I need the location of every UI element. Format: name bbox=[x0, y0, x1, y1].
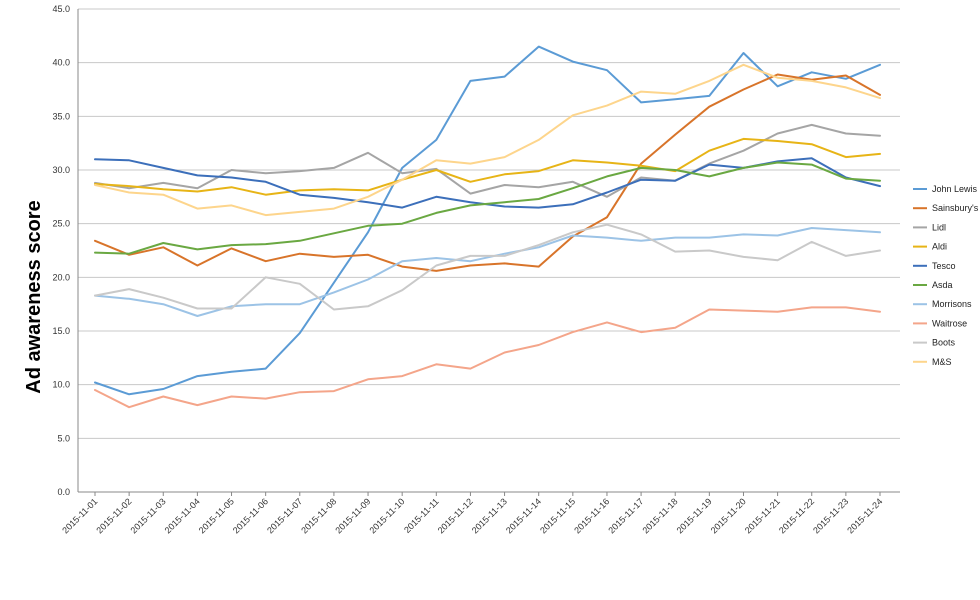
x-tick-label: 2015-11-04 bbox=[163, 496, 202, 535]
series-line-waitrose bbox=[94, 306, 881, 409]
y-tick-label: 10.0 bbox=[52, 380, 70, 390]
x-tick-label: 2015-11-03 bbox=[129, 496, 168, 535]
y-tick-label: 0.0 bbox=[57, 487, 70, 497]
x-tick-label: 2015-11-10 bbox=[367, 496, 406, 535]
x-tick-label: 2015-11-15 bbox=[538, 496, 577, 535]
legend-label-waitrose: Waitrose bbox=[932, 318, 967, 328]
y-tick-label: 35.0 bbox=[52, 111, 70, 121]
legend-label-tesco: Tesco bbox=[932, 261, 956, 271]
y-tick-label: 20.0 bbox=[52, 272, 70, 282]
y-tick-label: 25.0 bbox=[52, 219, 70, 229]
legend-label-lidl: Lidl bbox=[932, 222, 946, 232]
x-tick-label: 2015-11-17 bbox=[606, 496, 645, 535]
series-line-sainsbury-s bbox=[94, 73, 881, 272]
y-tick-label: 15.0 bbox=[52, 326, 70, 336]
y-axis-label: Ad awareness score bbox=[23, 200, 45, 393]
x-tick-label: 2015-11-24 bbox=[845, 496, 884, 535]
x-tick-label: 2015-11-11 bbox=[402, 496, 441, 535]
legend-label-boots: Boots bbox=[932, 338, 956, 348]
y-tick-label: 40.0 bbox=[52, 58, 70, 68]
series-line-asda bbox=[94, 161, 881, 255]
x-tick-label: 2015-11-05 bbox=[197, 496, 236, 535]
legend: John Lewis Sainsbury's Lidl Aldi Tesco Asda Mo… bbox=[913, 184, 979, 367]
legend-label-sainsbury-s: Sainsbury's bbox=[932, 203, 979, 213]
series-line-m-s bbox=[94, 63, 881, 217]
x-tick-label: 2015-11-14 bbox=[504, 496, 543, 535]
x-tick-label: 2015-11-07 bbox=[265, 496, 304, 535]
x-tick-label: 2015-11-01 bbox=[60, 496, 99, 535]
series-line-morrisons bbox=[94, 227, 881, 317]
x-tick-label: 2015-11-19 bbox=[675, 496, 714, 535]
x-tick-label: 2015-11-12 bbox=[436, 496, 475, 535]
x-tick-label: 2015-11-02 bbox=[94, 496, 133, 535]
x-tick-label: 2015-11-08 bbox=[299, 496, 338, 535]
legend-label-john-lewis: John Lewis bbox=[932, 184, 978, 194]
series-line-john-lewis bbox=[94, 45, 881, 396]
legend-label-asda: Asda bbox=[932, 280, 953, 290]
legend-label-aldi: Aldi bbox=[932, 242, 947, 252]
series-lines bbox=[94, 45, 881, 409]
y-tick-label: 5.0 bbox=[57, 433, 70, 443]
x-tick-label: 2015-11-18 bbox=[640, 496, 679, 535]
grid-lines bbox=[77, 8, 900, 493]
x-tick-label: 2015-11-23 bbox=[811, 496, 850, 535]
y-tick-label: 45.0 bbox=[52, 4, 70, 14]
x-tick-label: 2015-11-13 bbox=[470, 496, 509, 535]
x-tick-label: 2015-11-06 bbox=[231, 496, 270, 535]
y-axis-ticks: 0.0 5.0 10.0 15.0 20.0 25.0 30.0 35.0 40.0 45.0 bbox=[52, 4, 70, 497]
series-line-boots bbox=[94, 223, 881, 311]
legend-label-morrisons: Morrisons bbox=[932, 299, 972, 309]
x-tick-label: 2015-11-21 bbox=[743, 496, 782, 535]
y-tick-label: 30.0 bbox=[52, 165, 70, 175]
x-tick-label: 2015-11-22 bbox=[777, 496, 816, 535]
series-line-aldi bbox=[94, 137, 881, 196]
x-axis-ticks: 2015-11-012015-11-022015-11-032015-11-04… bbox=[60, 492, 884, 535]
x-tick-label: 2015-11-09 bbox=[333, 496, 372, 535]
x-tick-label: 2015-11-20 bbox=[709, 496, 748, 535]
legend-label-m-s: M&S bbox=[932, 357, 952, 367]
x-tick-label: 2015-11-16 bbox=[572, 496, 611, 535]
series-line-lidl bbox=[94, 123, 881, 198]
